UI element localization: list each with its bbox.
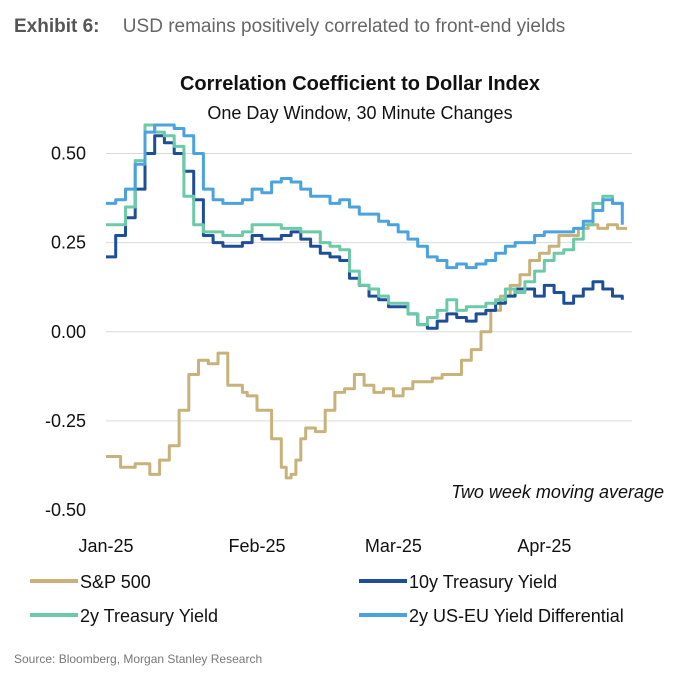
y-tick-label: 0.25: [51, 233, 86, 253]
chart-subtitle: One Day Window, 30 Minute Changes: [207, 103, 512, 123]
moving-average-annotation: Two week moving average: [451, 482, 664, 502]
x-tick-label: Mar-25: [365, 536, 422, 556]
x-tick-label: Jan-25: [78, 536, 133, 556]
x-tick-label: Apr-25: [517, 536, 571, 556]
legend-label: S&P 500: [80, 572, 151, 592]
exhibit-header: Exhibit 6: USD remains positively correl…: [14, 16, 565, 38]
series-line-s-p-500: [106, 223, 628, 480]
y-tick-label: 0.50: [51, 144, 86, 164]
y-tick-label: 0.00: [51, 322, 86, 342]
series-line-2y-treasury-yield: [106, 123, 624, 327]
legend: S&P 500 10y Treasury Yield 2y Treasury Yie…: [30, 572, 624, 626]
x-tick-label: Feb-25: [228, 536, 285, 556]
source-note: Source: Bloomberg, Morgan Stanley Resear…: [14, 652, 263, 666]
chart-title: Correlation Coefficient to Dollar Index: [180, 73, 540, 95]
series-line-2y-us-eu-yield-differential: [106, 123, 624, 270]
legend-label: 10y Treasury Yield: [409, 572, 557, 592]
x-axis: Jan-25 Feb-25 Mar-25 Apr-25: [78, 536, 571, 556]
y-tick-label: -0.25: [45, 411, 86, 431]
exhibit-title: USD remains positively correlated to fro…: [122, 16, 566, 37]
legend-label: 2y Treasury Yield: [80, 606, 218, 626]
y-axis: 0.50 0.25 0.00 -0.25 -0.50: [45, 144, 86, 521]
y-tick-label: -0.50: [45, 500, 86, 520]
series-lines: [106, 123, 628, 480]
legend-label: 2y US-EU Yield Differential: [409, 606, 624, 626]
exhibit-label: Exhibit 6:: [14, 16, 100, 37]
